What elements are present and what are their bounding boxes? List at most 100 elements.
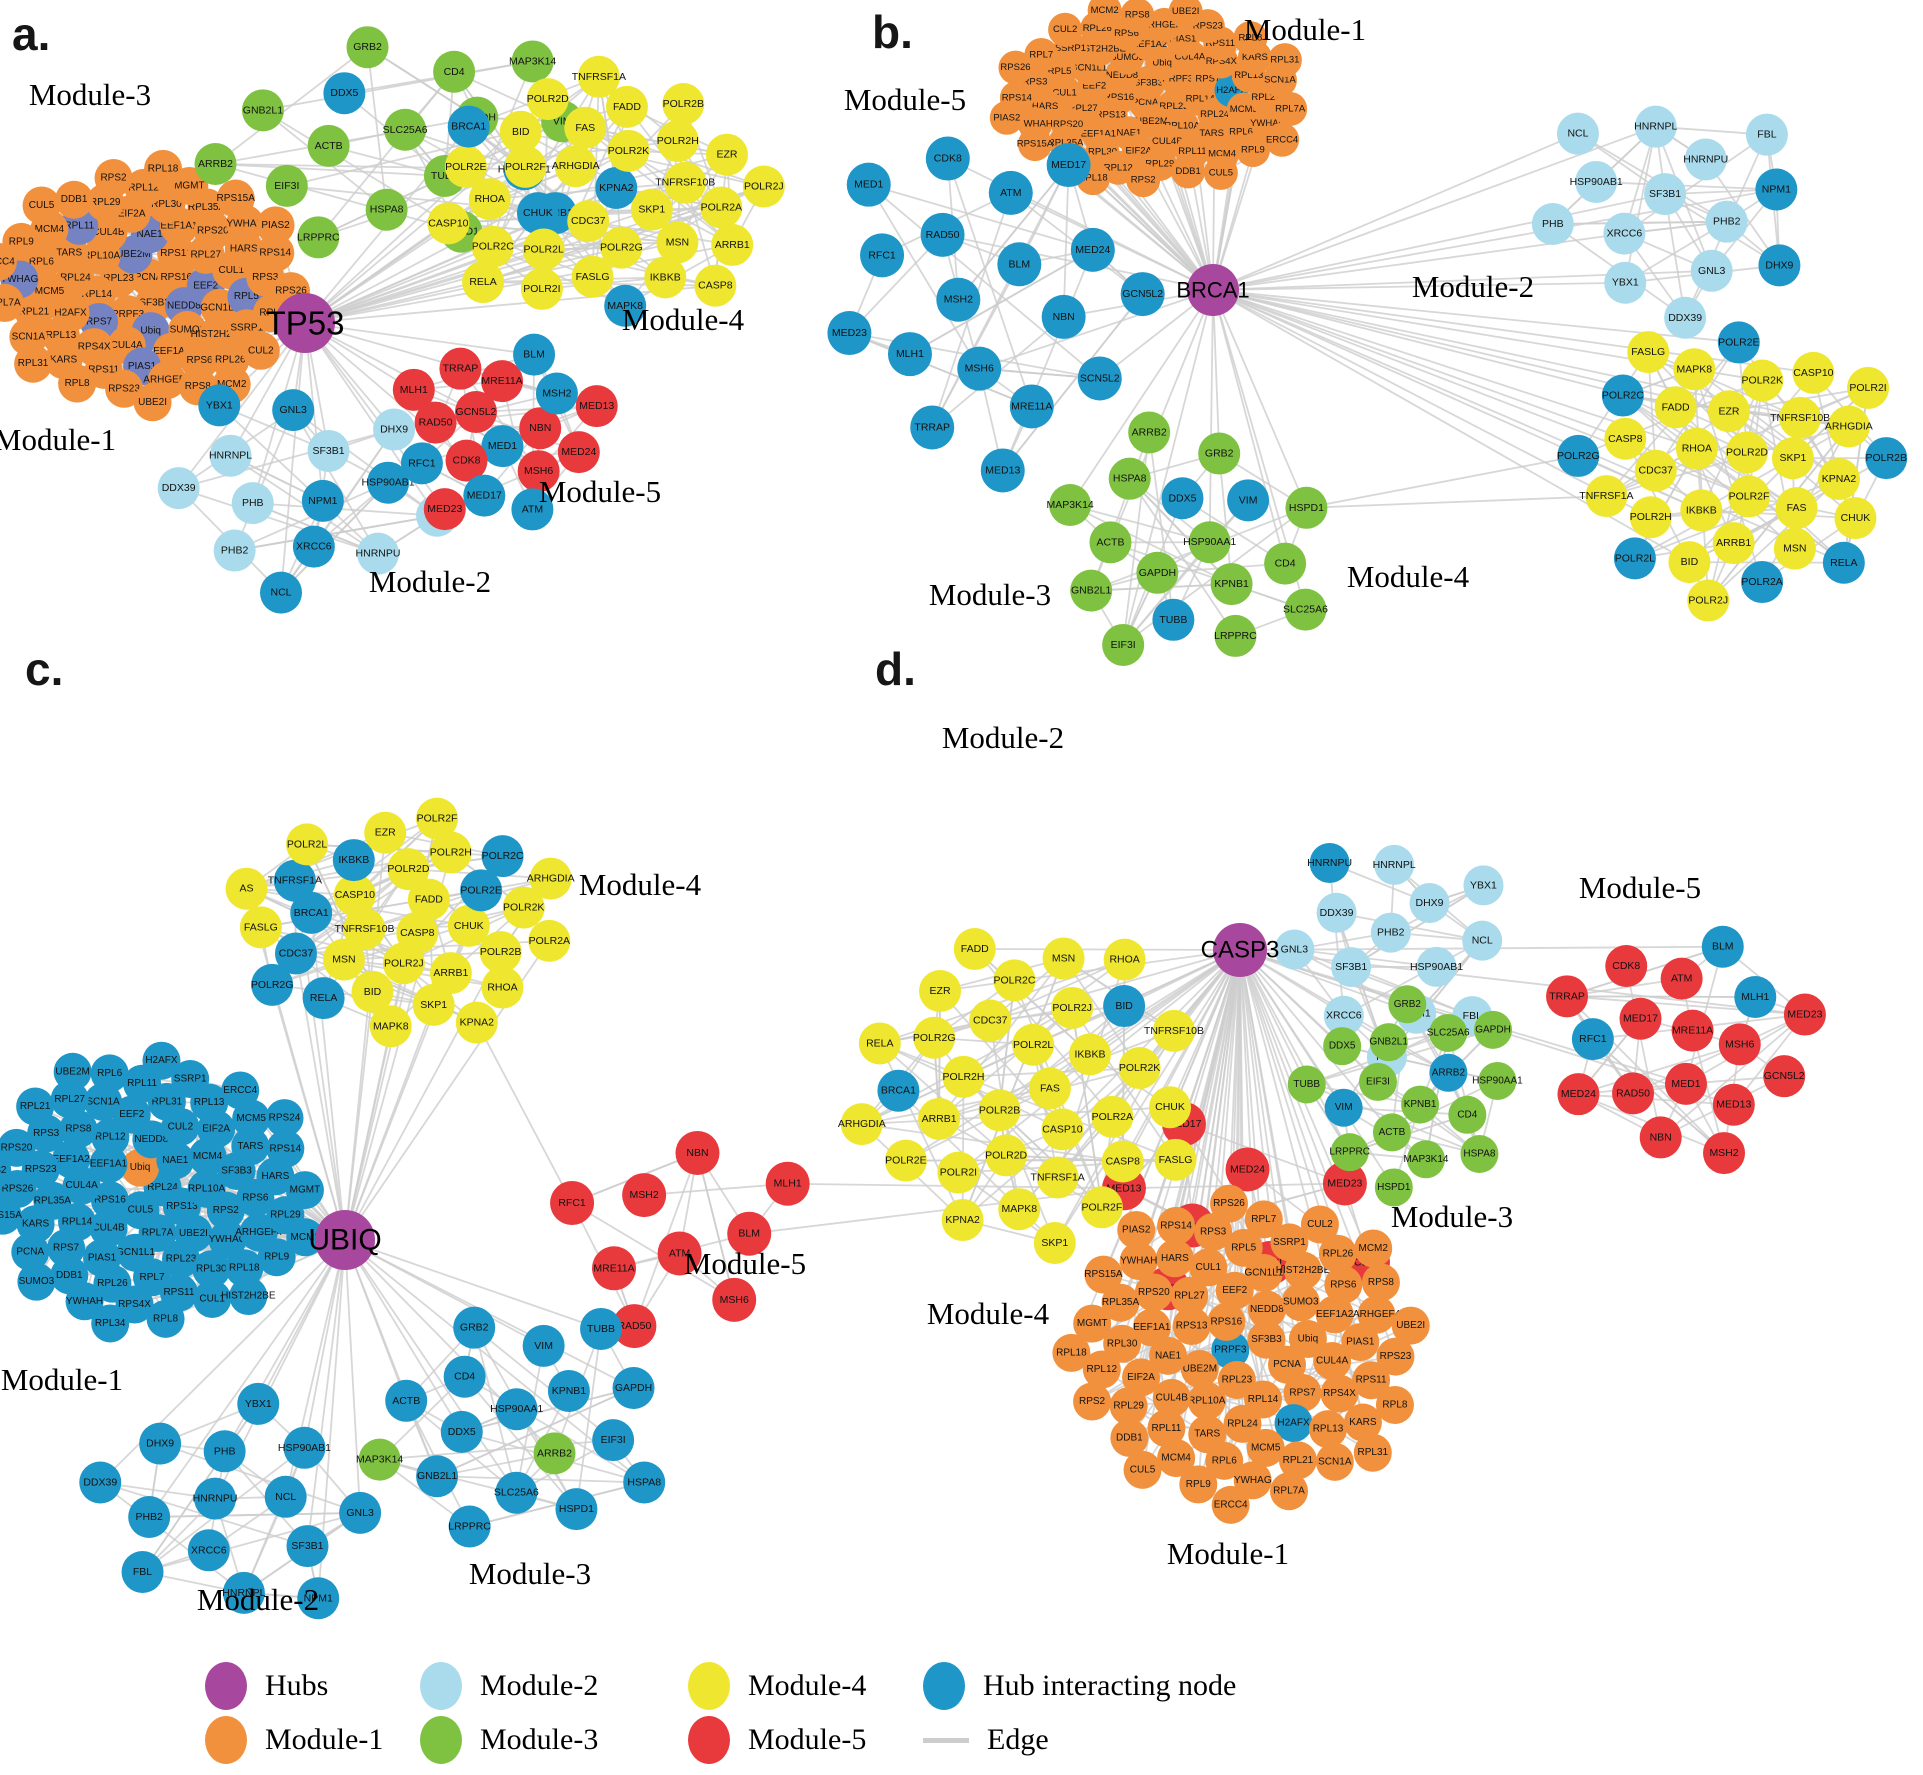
- node-VIM: [522, 1324, 565, 1367]
- node-label: EEF2: [193, 281, 218, 292]
- node-label: DDB1: [61, 194, 88, 205]
- node-label: ATM: [669, 1247, 690, 1259]
- node-label: RPS14: [269, 1143, 301, 1154]
- node-MAP3K14: [1049, 483, 1092, 526]
- edge: [233, 409, 295, 551]
- hub-edge: [306, 1239, 346, 1547]
- node-label: PIAS2: [1122, 1224, 1151, 1235]
- node-label: CASP10: [428, 217, 468, 229]
- hub-edge: [1069, 289, 1214, 506]
- edge: [1691, 1030, 1725, 1154]
- module-label: Module-2: [197, 1582, 319, 1617]
- module-label: Module-4: [579, 867, 702, 902]
- node-POLR2D: [526, 78, 569, 121]
- node-label: RPL31: [1270, 55, 1299, 66]
- node-label: MAP3K14: [1403, 1154, 1448, 1165]
- node-label: EEF2: [1082, 80, 1106, 91]
- node-label: FASLG: [244, 921, 278, 933]
- node-SKP1: [630, 188, 673, 231]
- node-POLR2C: [1601, 374, 1644, 417]
- node-label: PHB: [242, 497, 264, 509]
- node-label: GNL3: [279, 404, 307, 416]
- node-CDC37: [969, 999, 1012, 1042]
- node-label: RELA: [469, 276, 496, 288]
- node-label: CUL4B: [92, 1223, 125, 1234]
- node-label: RPS4X: [118, 1299, 151, 1310]
- node-label: CUL4A: [66, 1180, 99, 1191]
- node-label: RPL11: [64, 220, 94, 231]
- node-label: MED23: [427, 503, 462, 515]
- node-RFC1: [550, 1180, 595, 1225]
- node-label: RPL14: [1248, 1394, 1279, 1405]
- hub-edge: [344, 1239, 602, 1330]
- node-label: SF3B1: [291, 1540, 323, 1552]
- node-label: YWHAH: [66, 1296, 103, 1307]
- node-EEF2: [1215, 1271, 1254, 1310]
- node-FASLG: [1627, 331, 1670, 374]
- node-SUMO3: [17, 1262, 56, 1301]
- node-FASLG: [571, 255, 614, 298]
- node-RPL7A: [1273, 91, 1308, 126]
- node-RPS8: [59, 1110, 98, 1149]
- node-UBE2I: [1391, 1306, 1430, 1345]
- node-POLR2K: [1118, 1047, 1161, 1090]
- node-RPS26: [1210, 1184, 1249, 1223]
- node-MLH1: [392, 368, 435, 411]
- node-label: POLR2G: [251, 979, 294, 991]
- node-label: GAPDH: [1475, 1024, 1511, 1035]
- node-label: KPNB1: [1214, 578, 1249, 590]
- node-POLR2G: [913, 1016, 956, 1059]
- node-label: PCNA: [16, 1246, 44, 1257]
- node-RPL10A: [1187, 1381, 1226, 1420]
- node-label: EIF2A: [1127, 1372, 1155, 1383]
- node-label: RPS20: [1, 1142, 33, 1153]
- node-DDX5: [323, 72, 366, 115]
- node-label: GAPDH: [1139, 567, 1176, 579]
- node-label: EEF1A2: [1316, 1309, 1354, 1320]
- node-NCL: [1462, 920, 1503, 961]
- node-RPL30: [1103, 1324, 1142, 1363]
- node-RPS8: [1120, 0, 1155, 32]
- node-label: RPL27: [1174, 1290, 1205, 1301]
- node-label: DDX39: [1320, 907, 1354, 919]
- node-label: RPL11: [127, 1078, 157, 1089]
- node-label: EEF1A2: [153, 346, 191, 357]
- node-CUL5: [1203, 155, 1238, 190]
- node-label: RPL7A: [1273, 1486, 1305, 1497]
- node-label: DDX5: [448, 1426, 476, 1438]
- node-RPL29: [1109, 1387, 1148, 1426]
- node-label: FADD: [415, 894, 443, 906]
- node-label: POLR2I: [523, 283, 560, 295]
- node-label: EEF1A1: [1133, 1322, 1171, 1333]
- node-label: RPL34: [95, 1318, 126, 1329]
- node-NCL: [1556, 112, 1599, 155]
- node-KPNA2: [455, 1001, 498, 1044]
- node-label: BLM: [1712, 941, 1734, 953]
- node-label: TNFRSF1A: [268, 875, 322, 887]
- node-label: RPL23: [166, 1253, 197, 1264]
- edge: [998, 980, 1016, 1111]
- node-label: PIAS2: [261, 220, 290, 231]
- edge: [1578, 1093, 1734, 1106]
- hub-edge: [1239, 949, 1390, 1043]
- node-ACTB: [385, 1379, 428, 1422]
- node-SCN1A: [84, 1082, 123, 1121]
- node-Ubiq: [1288, 1320, 1327, 1359]
- node-label: MED24: [1230, 1163, 1265, 1175]
- node-label: CASP10: [1042, 1123, 1082, 1135]
- node-HSPD1: [1374, 1168, 1413, 1207]
- node-PHB: [231, 482, 274, 525]
- edge-line-icon: [923, 1737, 969, 1743]
- node-RPL6: [1205, 1441, 1244, 1480]
- node-ACTB: [1372, 1113, 1411, 1152]
- node-MAP3K14: [1406, 1140, 1445, 1179]
- node-MED24: [1070, 227, 1115, 272]
- hub-edge: [1239, 949, 1417, 1015]
- node-ATM: [511, 488, 554, 531]
- node-BLM: [727, 1211, 772, 1256]
- node-RPS23: [1376, 1337, 1415, 1376]
- node-EIF3I: [265, 164, 308, 207]
- node-POLR2C: [471, 225, 514, 268]
- edge: [366, 47, 388, 210]
- node-MSH6: [1718, 1023, 1761, 1066]
